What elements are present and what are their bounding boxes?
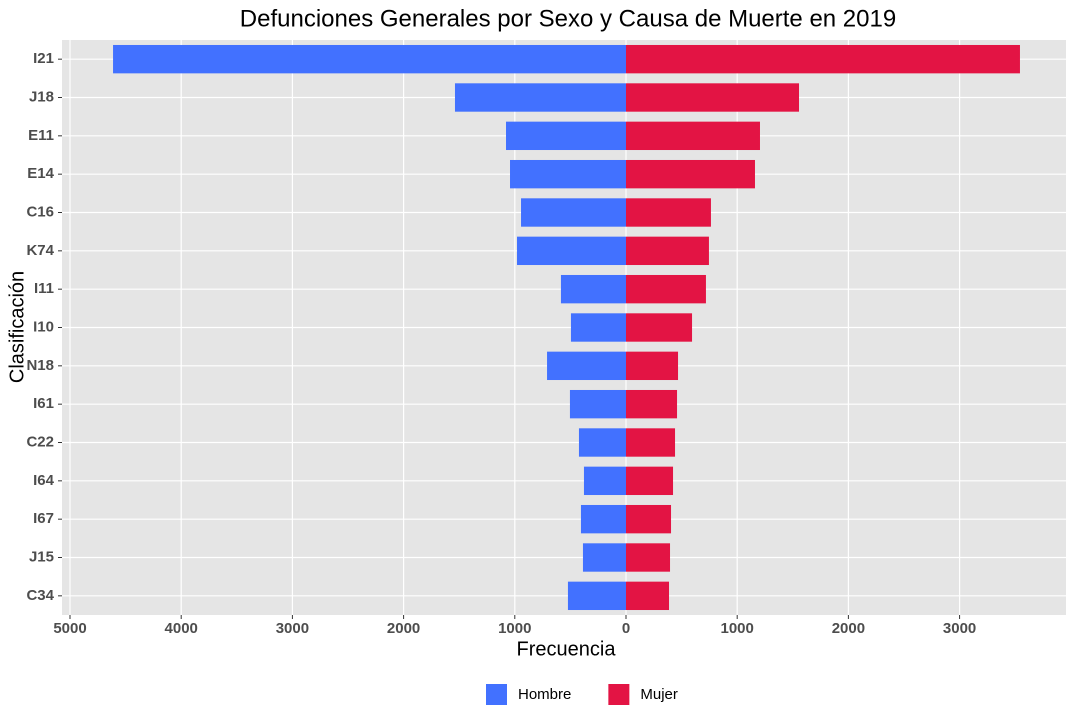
x-tick-label: 0 [622, 620, 630, 637]
y-axis-title: Clasificación [6, 271, 28, 383]
bar [625, 83, 800, 112]
bar [570, 313, 626, 342]
x-tick-label: 1000 [721, 620, 754, 637]
y-tick-label: I64 [33, 472, 55, 489]
bar [625, 466, 674, 496]
bar [517, 236, 626, 266]
y-tick-label: C16 [26, 203, 54, 220]
legend-label: Mujer [640, 686, 678, 703]
bar [510, 159, 626, 189]
y-tick-label: E11 [28, 127, 54, 144]
bar [113, 44, 626, 74]
bar [547, 351, 626, 381]
bar [625, 543, 671, 572]
x-tick-label: 5000 [53, 620, 86, 637]
legend-swatch [608, 684, 630, 705]
y-tick-label: I10 [33, 318, 54, 335]
bar [521, 198, 626, 227]
x-tick-label: 3000 [276, 620, 309, 637]
bar [625, 581, 670, 611]
x-tick-label: 4000 [165, 620, 198, 637]
bar [625, 351, 679, 381]
bar [625, 44, 1020, 74]
legend-swatch [486, 684, 507, 705]
x-tick-label: 2000 [387, 620, 420, 637]
legend: Hombre Mujer [486, 684, 678, 705]
bar [580, 504, 626, 534]
y-tick-label: I67 [33, 510, 54, 527]
bar [578, 428, 626, 457]
y-tick-label: I61 [33, 395, 54, 412]
bar [625, 504, 672, 534]
x-tick-label: 1000 [498, 620, 531, 637]
bar [625, 274, 706, 304]
bar [625, 428, 676, 457]
x-tick-label: 3000 [943, 620, 976, 637]
chart-title: Defunciones Generales por Sexo y Causa d… [240, 5, 896, 32]
bar [506, 121, 626, 151]
bar [560, 274, 626, 304]
bar [583, 466, 626, 496]
y-tick-label: C22 [26, 433, 54, 450]
y-tick-label: K74 [26, 242, 54, 259]
y-tick-label: I21 [33, 50, 54, 67]
bar [625, 236, 709, 266]
legend-label: Hombre [518, 686, 571, 703]
bar [569, 389, 626, 419]
y-tick-label: I11 [34, 280, 54, 297]
bar [625, 159, 755, 189]
x-tick-label: 2000 [832, 620, 865, 637]
y-tick-label: C34 [26, 587, 54, 604]
bar [582, 543, 626, 572]
y-tick-label: J18 [29, 88, 54, 105]
bars [113, 44, 1020, 611]
y-tick-label: J15 [29, 548, 54, 565]
y-tick-label: E14 [27, 165, 54, 182]
x-axis-title: Frecuencia [517, 638, 617, 660]
bar [625, 198, 711, 227]
bar [567, 581, 626, 611]
bar [454, 83, 626, 112]
bar [625, 121, 760, 151]
y-tick-label: N18 [26, 357, 54, 374]
bar [625, 313, 693, 342]
bar [625, 389, 678, 419]
